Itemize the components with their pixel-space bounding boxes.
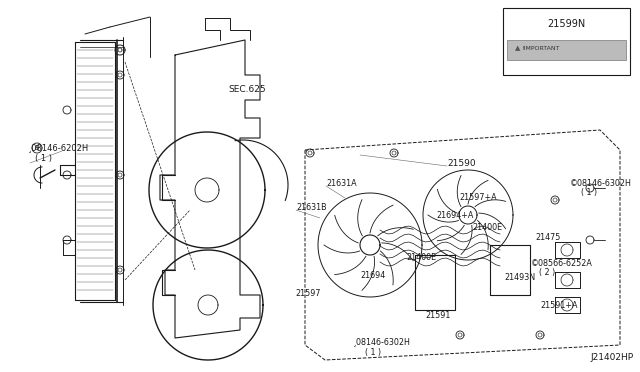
Text: SEC.625: SEC.625 xyxy=(228,86,266,94)
Text: ▲: ▲ xyxy=(515,45,520,51)
Text: 21597: 21597 xyxy=(295,289,321,298)
Text: B: B xyxy=(35,145,40,151)
Text: 21400E: 21400E xyxy=(472,222,502,231)
Text: ©08566-6252A: ©08566-6252A xyxy=(531,259,593,267)
Text: 21597+A: 21597+A xyxy=(459,193,497,202)
Text: ¸08146-6302H: ¸08146-6302H xyxy=(353,337,411,346)
Text: 21493N: 21493N xyxy=(504,273,535,282)
Text: 21591: 21591 xyxy=(425,311,451,321)
Text: ¸08146-6202H: ¸08146-6202H xyxy=(28,144,89,153)
Text: 21694+A: 21694+A xyxy=(436,212,474,221)
Text: 21475: 21475 xyxy=(535,232,561,241)
Text: ©08146-6302H: ©08146-6302H xyxy=(570,179,632,187)
Text: ( 1 ): ( 1 ) xyxy=(581,189,597,198)
Text: 21631B: 21631B xyxy=(296,202,326,212)
Text: J21402HP: J21402HP xyxy=(590,353,633,362)
Bar xyxy=(507,40,626,60)
Text: 21694: 21694 xyxy=(360,272,385,280)
Text: !IMPORTANT: !IMPORTANT xyxy=(521,46,559,51)
Text: 21400E: 21400E xyxy=(406,253,436,262)
Bar xyxy=(503,8,630,75)
Text: ( 1 ): ( 1 ) xyxy=(365,347,381,356)
Text: ( 1 ): ( 1 ) xyxy=(35,154,52,163)
Text: 21591+A: 21591+A xyxy=(540,301,577,311)
Text: 21631A: 21631A xyxy=(326,179,356,187)
Text: 21599N: 21599N xyxy=(547,19,585,29)
Text: ( 2 ): ( 2 ) xyxy=(539,269,556,278)
Text: 21590: 21590 xyxy=(447,158,476,167)
